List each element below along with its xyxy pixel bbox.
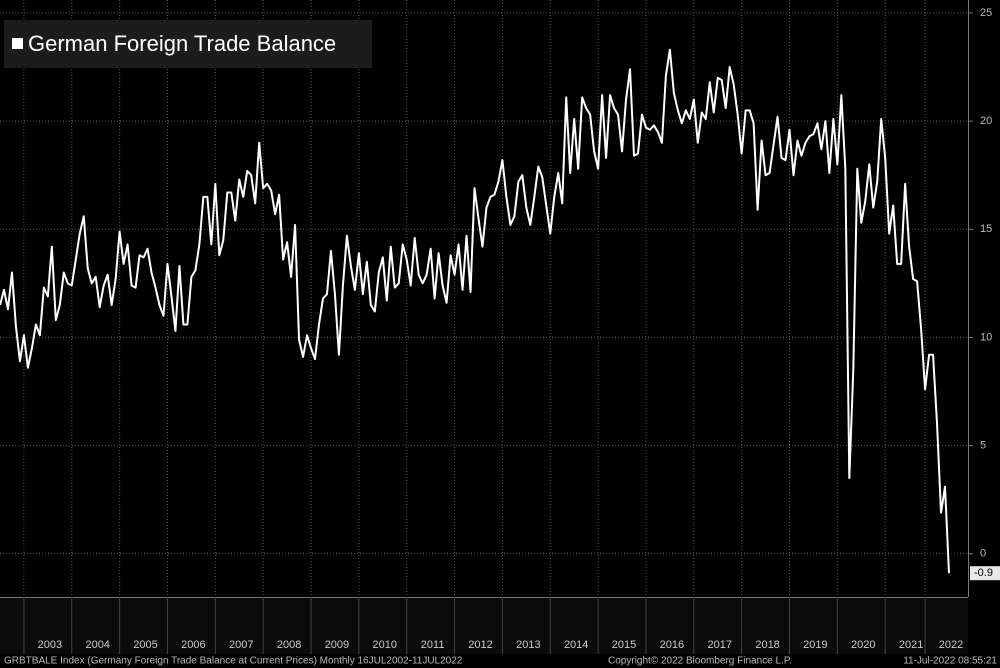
x-tick-label: 2009 (325, 639, 349, 651)
x-tick-label: 2019 (803, 639, 827, 651)
plot (0, 48, 950, 574)
x-tick-label: 2014 (564, 639, 588, 651)
footer-timestamp: 11-Jul-2022 08:55:21 (903, 656, 997, 667)
y-tick-label: 20 (980, 115, 992, 127)
grid (0, 0, 973, 654)
x-tick-label: 2022 (939, 639, 963, 651)
series-line (0, 48, 950, 574)
legend-swatch (12, 38, 23, 49)
x-tick-label: 2021 (899, 639, 923, 651)
x-tick-label: 2008 (277, 639, 301, 651)
x-tick-label: 2007 (229, 639, 253, 651)
x-tick-label: 2005 (133, 639, 157, 651)
y-tick-label: 5 (980, 439, 986, 451)
footer-copyright: Copyright© 2022 Bloomberg Finance L.P. (608, 656, 792, 667)
x-tick-label: 2017 (707, 639, 731, 651)
x-tick-label: 2010 (373, 639, 397, 651)
y-tick-label: 25 (980, 7, 992, 19)
last-value-box (970, 566, 1000, 581)
x-tick-label: 2006 (181, 639, 205, 651)
x-tick-label: 2018 (755, 639, 779, 651)
footer-source: GRBTBALE Index (Germany Foreign Trade Ba… (4, 656, 463, 667)
x-tick-label: 2013 (516, 639, 540, 651)
legend-label: German Foreign Trade Balance (28, 31, 336, 56)
x-tick-label: 2016 (660, 639, 684, 651)
y-tick-label: 0 (980, 548, 986, 560)
x-axis-band (0, 598, 968, 654)
x-tick-label: 2004 (85, 639, 109, 651)
last-value-label: -0.9 (974, 567, 993, 579)
y-tick-label: 10 (980, 331, 992, 343)
x-tick-label: 2003 (38, 639, 62, 651)
x-tick-label: 2011 (421, 639, 445, 651)
legend-box (4, 20, 372, 68)
x-tick-label: 2020 (851, 639, 875, 651)
x-tick-label: 2015 (612, 639, 636, 651)
x-tick-label: 2012 (468, 639, 492, 651)
y-tick-label: 15 (980, 223, 992, 235)
